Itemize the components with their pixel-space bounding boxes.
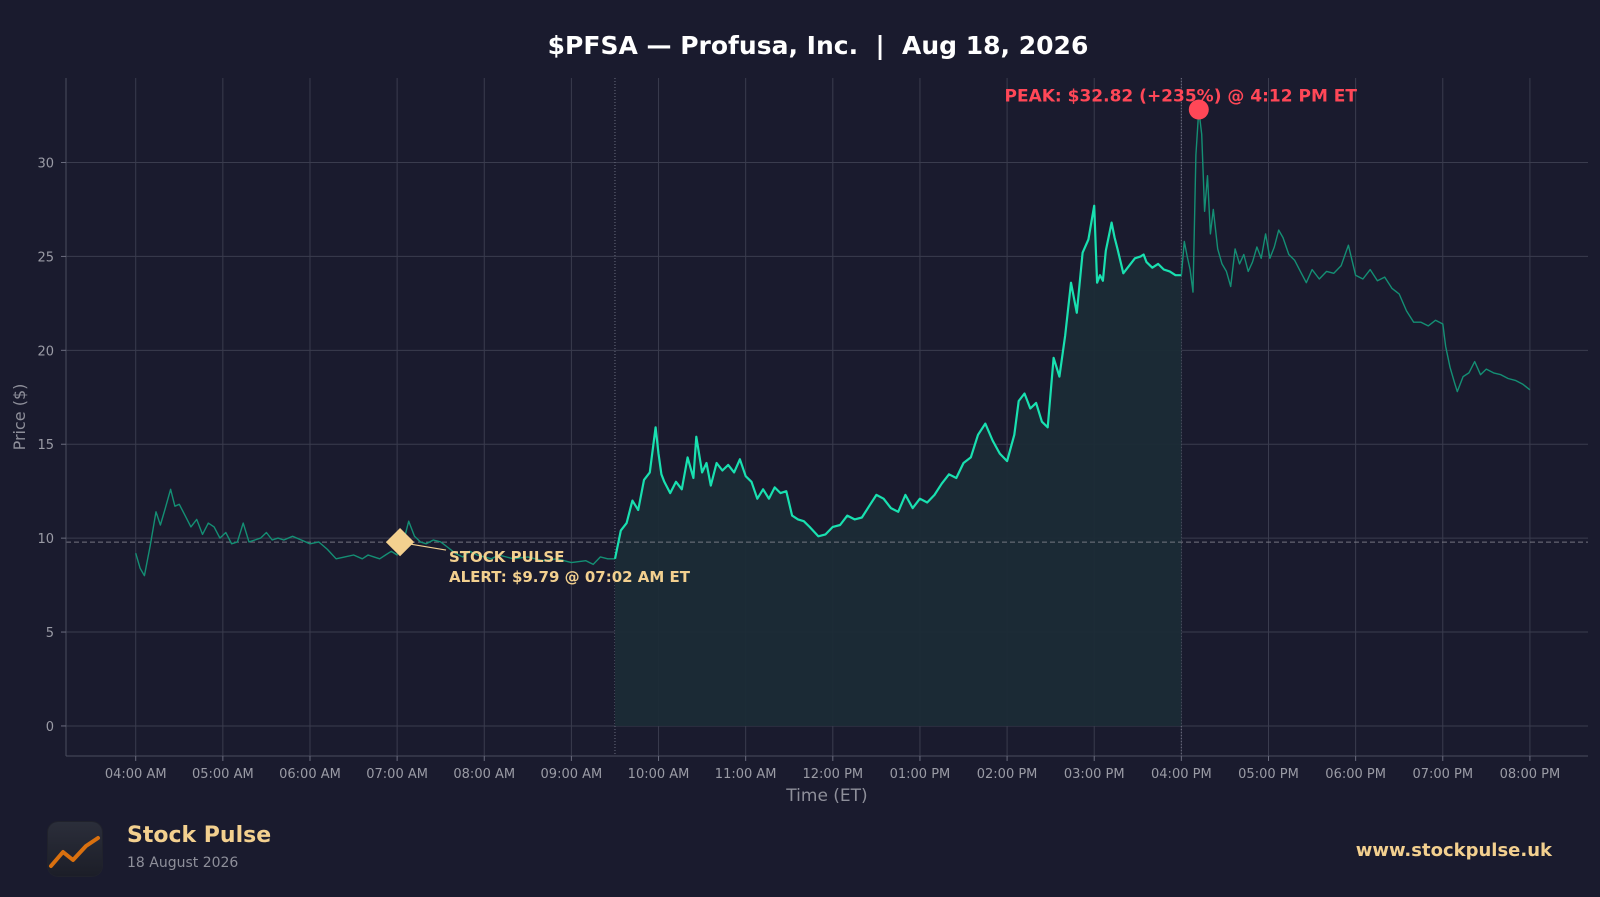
x-tick-label: 12:00 PM — [802, 767, 863, 782]
brand-name: Stock Pulse — [127, 823, 272, 848]
x-tick-label: 07:00 AM — [366, 767, 428, 782]
x-tick-label: 07:00 PM — [1412, 767, 1473, 782]
regular-session-fill — [615, 205, 1182, 726]
pre-market-line — [135, 488, 615, 577]
peak-marker — [1188, 99, 1209, 120]
brand-logo — [48, 822, 102, 876]
regular-session-line — [613, 204, 1182, 560]
after-hours-line — [1180, 108, 1531, 393]
y-tick-label: 5 — [46, 626, 54, 641]
axes: 0 5 10 15 20 25 30 04:00 AM 05:00 AM 06:00 AM 07:0… — [37, 78, 1588, 782]
annotations: STOCK PULSE ALERT: $9.79 @ 07:02 AM ET PEA… — [385, 87, 1358, 586]
alert-label-line2: ALERT: $9.79 @ 07:02 AM ET — [449, 568, 691, 586]
trend-up-icon — [49, 836, 100, 868]
x-tick-label: 04:00 PM — [1151, 767, 1212, 782]
y-tick-label: 30 — [37, 157, 54, 172]
alert-label-line1: STOCK PULSE — [449, 548, 564, 566]
x-tick-label: 06:00 PM — [1325, 767, 1386, 782]
x-tick-label: 08:00 AM — [453, 767, 515, 782]
x-tick-label: 02:00 PM — [977, 767, 1038, 782]
alert-diamond-marker — [385, 527, 415, 557]
peak-label: PEAK: $32.82 (+235%) @ 4:12 PM ET — [1005, 87, 1358, 107]
x-tick-label: 03:00 PM — [1064, 767, 1125, 782]
x-tick-label: 06:00 AM — [279, 767, 341, 782]
x-axis-label: Time (ET) — [785, 786, 867, 806]
y-axis-label: Price ($) — [10, 384, 29, 451]
x-tick-label: 05:00 AM — [192, 767, 254, 782]
chart-title: $PFSA — Profusa, Inc. | Aug 18, 2026 — [548, 31, 1089, 60]
alert-leader-line — [409, 543, 447, 551]
y-tick-label: 10 — [37, 532, 54, 547]
x-tick-label: 08:00 PM — [1500, 767, 1561, 782]
y-tick-label: 20 — [37, 344, 54, 359]
x-tick-label: 09:00 AM — [541, 767, 603, 782]
x-tick-label: 10:00 AM — [628, 767, 690, 782]
y-tick-label: 0 — [46, 720, 54, 735]
x-tick-label: 01:00 PM — [890, 767, 951, 782]
x-tick-label: 11:00 AM — [715, 767, 777, 782]
y-tick-label: 15 — [37, 438, 54, 453]
y-tick-label: 25 — [37, 250, 54, 265]
brand-url[interactable]: www.stockpulse.uk — [1355, 840, 1552, 861]
x-tick-label: 04:00 AM — [105, 767, 167, 782]
regular-session-area — [615, 205, 1182, 726]
brand-date: 18 August 2026 — [127, 855, 239, 871]
price-series — [135, 108, 1531, 577]
x-tick-label: 05:00 PM — [1238, 767, 1299, 782]
